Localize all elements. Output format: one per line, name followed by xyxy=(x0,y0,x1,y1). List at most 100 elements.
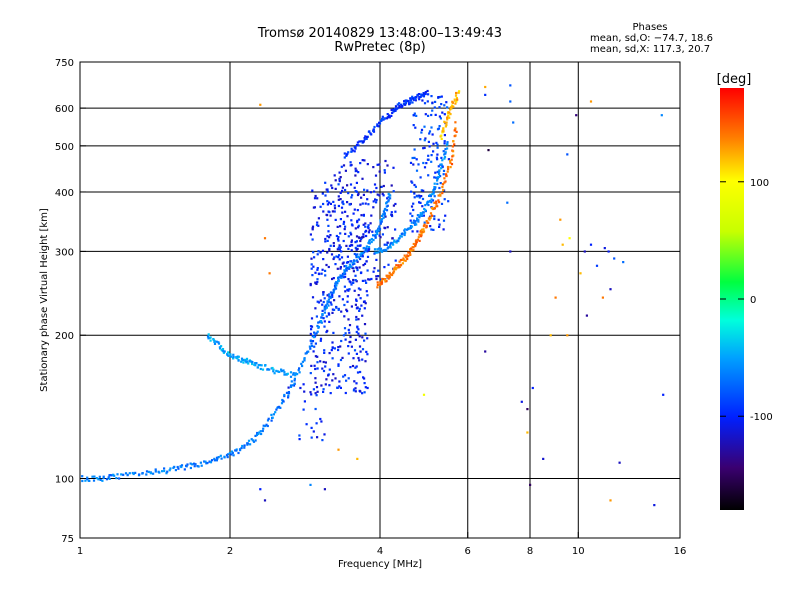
data-point xyxy=(342,202,345,206)
data-point xyxy=(324,274,327,277)
data-point xyxy=(317,224,320,227)
data-point xyxy=(351,194,354,197)
data-point xyxy=(331,210,334,213)
data-point xyxy=(487,149,490,152)
data-point xyxy=(339,266,342,269)
data-point xyxy=(446,170,449,173)
data-point xyxy=(357,287,360,290)
data-point xyxy=(328,313,331,316)
data-point xyxy=(314,271,317,274)
data-point xyxy=(344,169,347,172)
data-point xyxy=(438,172,441,175)
data-point xyxy=(434,100,437,103)
data-point xyxy=(340,206,344,209)
data-point xyxy=(404,101,407,104)
x-tick-label: 4 xyxy=(377,546,383,557)
data-point xyxy=(423,221,426,224)
data-point xyxy=(189,466,192,470)
data-point xyxy=(302,408,305,411)
data-point xyxy=(294,372,297,375)
data-point xyxy=(355,365,358,368)
data-point xyxy=(414,222,417,225)
data-point xyxy=(332,242,335,245)
data-point xyxy=(526,408,529,411)
data-point xyxy=(357,294,360,297)
data-point xyxy=(169,467,172,470)
data-point xyxy=(292,373,295,376)
data-point xyxy=(334,287,338,290)
data-point xyxy=(334,187,337,190)
data-point xyxy=(368,239,371,242)
data-point xyxy=(368,247,371,250)
data-point xyxy=(266,419,270,422)
data-point xyxy=(358,335,361,338)
data-point xyxy=(364,249,367,252)
data-point xyxy=(180,464,184,467)
data-point xyxy=(350,223,354,226)
axis-ticks: 1 2 4 6 8 10 16 75 100 200 300 400 500 600 750 xyxy=(55,58,686,557)
data-point xyxy=(375,201,378,204)
data-point xyxy=(315,282,318,285)
data-point xyxy=(268,272,271,275)
data-point xyxy=(298,367,301,370)
data-point xyxy=(376,283,379,286)
data-point xyxy=(251,362,254,366)
data-point xyxy=(365,350,368,353)
data-point xyxy=(407,255,410,258)
data-point xyxy=(437,175,440,178)
data-point xyxy=(453,143,456,146)
data-point xyxy=(416,93,419,96)
data-point xyxy=(585,314,588,317)
data-point xyxy=(409,97,412,100)
data-point xyxy=(313,364,316,367)
data-point xyxy=(370,214,373,217)
data-point xyxy=(434,186,437,189)
data-point xyxy=(357,356,360,360)
data-point xyxy=(217,342,221,345)
data-point xyxy=(400,232,403,236)
data-point xyxy=(429,193,432,196)
data-point xyxy=(259,367,262,371)
data-point xyxy=(428,145,431,148)
data-point xyxy=(204,460,207,463)
colorbar-tick-label: 0 xyxy=(750,295,756,306)
data-point xyxy=(338,254,341,257)
data-point xyxy=(338,385,341,388)
colorbar-tick-label: 100 xyxy=(750,178,769,189)
data-point xyxy=(439,175,442,178)
data-point xyxy=(393,240,396,243)
data-point xyxy=(425,202,429,205)
data-point xyxy=(342,334,345,337)
data-point xyxy=(344,188,347,192)
data-point xyxy=(340,274,343,277)
data-point xyxy=(554,296,557,299)
data-point xyxy=(428,218,431,221)
data-point xyxy=(387,114,391,117)
data-point xyxy=(430,160,433,163)
data-point xyxy=(531,386,534,390)
data-point xyxy=(356,219,359,222)
data-point xyxy=(377,269,380,272)
data-point xyxy=(359,239,362,243)
data-point xyxy=(363,138,366,141)
data-point xyxy=(367,246,371,249)
data-point xyxy=(409,212,412,215)
data-point xyxy=(411,214,414,218)
data-point xyxy=(317,217,320,220)
data-point xyxy=(444,121,447,124)
data-point xyxy=(86,478,89,481)
data-point xyxy=(369,222,372,225)
data-point xyxy=(332,277,335,280)
data-point xyxy=(389,246,392,249)
data-point xyxy=(406,257,409,261)
data-point xyxy=(265,423,268,426)
data-point xyxy=(207,333,210,336)
data-point xyxy=(420,232,423,235)
data-point xyxy=(235,356,238,359)
data-point xyxy=(340,165,343,168)
data-point xyxy=(330,184,333,187)
data-point xyxy=(311,238,314,241)
data-point xyxy=(325,213,328,216)
data-point xyxy=(293,382,296,385)
data-point xyxy=(324,181,327,184)
